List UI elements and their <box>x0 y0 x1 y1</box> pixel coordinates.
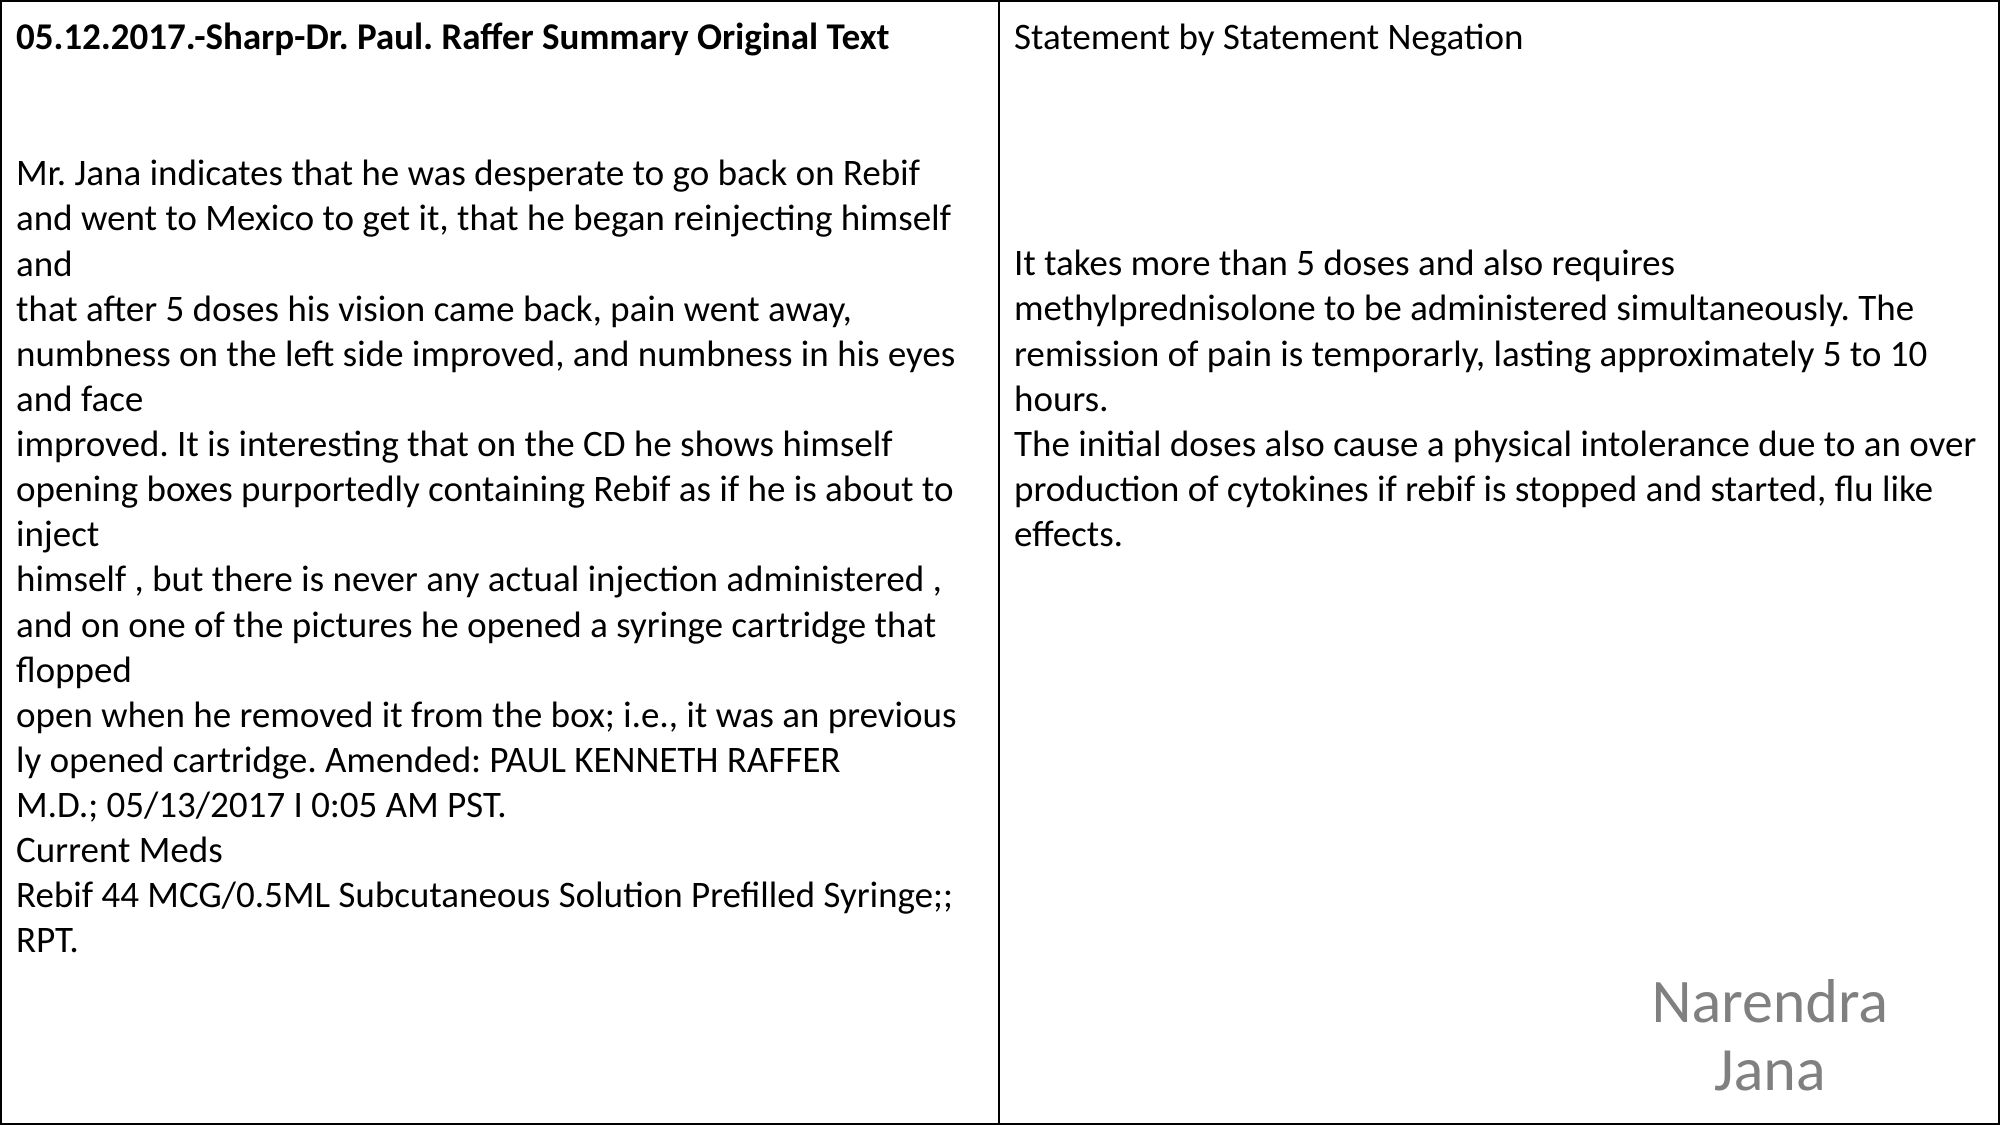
watermark: Narendra Jana <box>1651 967 1888 1103</box>
left-paragraph: that after 5 doses his vision came back,… <box>16 286 984 421</box>
left-paragraph: M.D.; 05/13/2017 I 0:05 AM PST. <box>16 782 984 827</box>
left-column-header: 05.12.2017.-Sharp-Dr. Paul. Raffer Summa… <box>16 14 984 60</box>
document-table: 05.12.2017.-Sharp-Dr. Paul. Raffer Summa… <box>0 0 2000 1125</box>
right-column: Statement by Statement Negation It takes… <box>1000 2 1998 1123</box>
right-spacer <box>1014 150 1984 240</box>
left-paragraph: Rebif 44 MCG/0.5ML Subcutaneous Solution… <box>16 872 984 962</box>
left-paragraph: open when he removed it from the box; i.… <box>16 692 984 782</box>
left-column: 05.12.2017.-Sharp-Dr. Paul. Raffer Summa… <box>2 2 1000 1123</box>
left-paragraph: Mr. Jana indicates that he was desperate… <box>16 150 984 285</box>
left-paragraph: Current Meds <box>16 827 984 872</box>
left-paragraph: improved. It is interesting that on the … <box>16 421 984 556</box>
right-paragraph: It takes more than 5 doses and also requ… <box>1014 240 1984 421</box>
watermark-line: Jana <box>1651 1035 1888 1103</box>
right-column-header: Statement by Statement Negation <box>1014 14 1984 60</box>
left-column-body: Mr. Jana indicates that he was desperate… <box>16 150 984 962</box>
right-paragraph: The initial doses also cause a physical … <box>1014 421 1984 556</box>
right-column-body: It takes more than 5 doses and also requ… <box>1014 240 1984 556</box>
left-paragraph: himself , but there is never any actual … <box>16 556 984 691</box>
watermark-line: Narendra <box>1651 967 1888 1035</box>
